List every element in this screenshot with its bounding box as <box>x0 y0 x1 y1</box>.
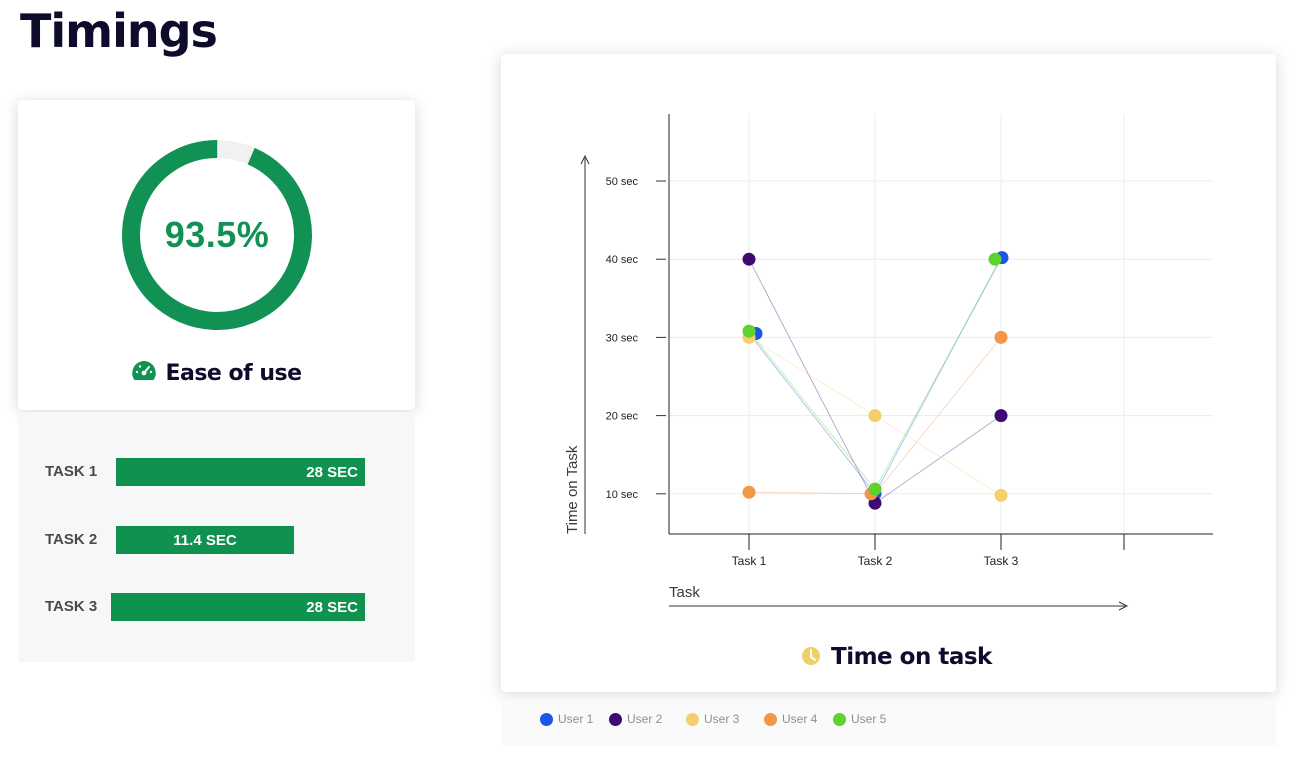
y-tick-label: 10 sec <box>606 489 639 501</box>
task-label: TASK 3 <box>45 598 98 615</box>
y-tick-label: 20 sec <box>606 411 639 423</box>
task-label: TASK 2 <box>45 531 98 548</box>
y-tick-label: 40 sec <box>606 254 639 266</box>
page-title: Timings <box>20 4 218 58</box>
data-point <box>994 409 1008 423</box>
task-label: TASK 1 <box>45 463 98 480</box>
legend-item: User 5 <box>833 712 886 726</box>
legend-label: User 3 <box>704 712 740 726</box>
legend-item: User 1 <box>540 712 593 726</box>
time-on-task-chart: 10 sec 20 sec 30 sec 40 sec 50 sec Task 1 Task… <box>564 114 1213 670</box>
data-point <box>742 485 756 499</box>
gauge-progress-arc <box>122 139 312 330</box>
y-tick-label: 30 sec <box>606 332 639 344</box>
ease-of-use-gauge: 93.5% <box>121 139 313 331</box>
time-on-task-label: Time on task <box>831 644 993 670</box>
data-point <box>994 330 1008 344</box>
legend-swatch <box>764 712 777 726</box>
x-axis-arrowhead <box>1118 601 1129 611</box>
legend-swatch <box>833 712 846 726</box>
x-tick-label: Task 3 <box>984 554 1019 568</box>
speedometer-icon <box>131 360 157 387</box>
task-row: TASK 2 11.4 SEC <box>18 526 415 554</box>
legend-item: User 2 <box>609 712 662 726</box>
task-bar: 28 SEC <box>116 458 365 486</box>
legend-item: User 3 <box>686 712 739 726</box>
legend-item: User 4 <box>764 712 817 726</box>
ease-of-use-label-row: Ease of use <box>18 360 415 387</box>
stopwatch-icon <box>802 647 820 665</box>
chart-legend: User 1 User 2 User 3 User 4 User 5 <box>501 700 1276 746</box>
data-point <box>868 409 882 423</box>
task-row: TASK 1 28 SEC <box>18 458 415 486</box>
legend-swatch <box>609 712 622 726</box>
ease-of-use-label: Ease of use <box>165 361 302 386</box>
x-tick-label: Task 1 <box>732 554 767 568</box>
legend-label: User 5 <box>851 712 887 726</box>
data-point <box>742 324 756 338</box>
legend-swatch <box>540 712 553 726</box>
data-point <box>988 252 1002 266</box>
legend-swatch <box>686 712 699 726</box>
y-axis-title: Time on Task <box>564 445 581 534</box>
x-axis-title: Task <box>669 584 700 601</box>
data-point <box>868 482 882 496</box>
task-bar: 28 SEC <box>111 593 365 621</box>
ease-of-use-value: 93.5% <box>164 214 270 255</box>
legend-label: User 1 <box>558 712 594 726</box>
y-axis-arrowhead <box>580 154 590 165</box>
legend-label: User 4 <box>782 712 818 726</box>
ease-of-use-card: 93.5% Ease of use <box>18 100 415 410</box>
legend-label: User 2 <box>627 712 663 726</box>
task-bar: 11.4 SEC <box>116 526 294 554</box>
y-tick-label: 50 sec <box>606 176 639 188</box>
data-point <box>994 488 1008 502</box>
task-row: TASK 3 28 SEC <box>18 593 415 621</box>
time-on-task-card: 10 sec 20 sec 30 sec 40 sec 50 sec Task 1 Task… <box>501 54 1276 692</box>
data-point <box>742 252 756 266</box>
task-timings-panel: TASK 1 28 SEC TASK 2 11.4 SEC TASK 3 28 … <box>18 412 415 662</box>
x-tick-label: Task 2 <box>858 554 893 568</box>
